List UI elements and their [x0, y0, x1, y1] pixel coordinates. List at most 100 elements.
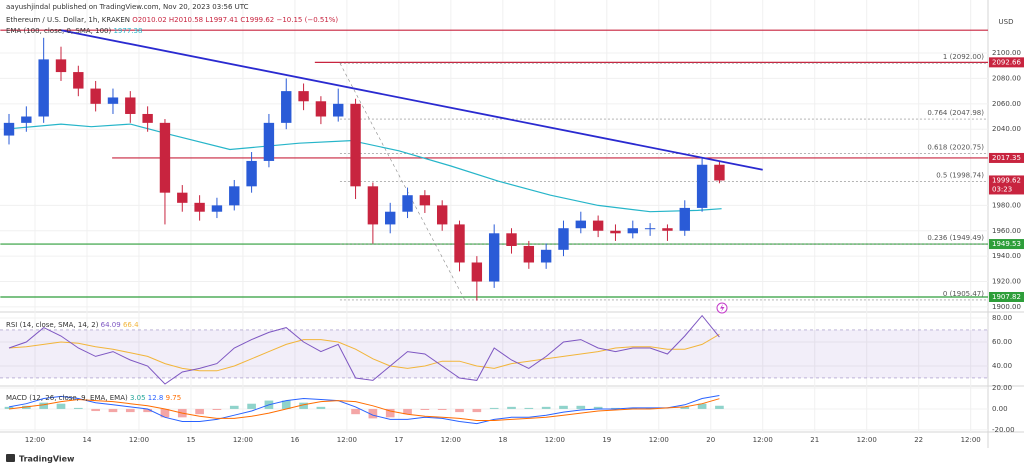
candle-body — [229, 186, 240, 206]
candle-body — [159, 122, 171, 193]
macd-histogram-bar — [108, 408, 118, 413]
y-tick-label: 80.00 — [992, 314, 1012, 322]
x-tick-label: 20 — [706, 436, 715, 444]
alert-bolt — [720, 304, 725, 312]
rsi-legend: RSI (14, close, SMA, 14, 2) 64.09 66.4 — [6, 321, 139, 329]
symbol: Ethereum / U.S. Dollar, 1h, KRAKEN — [6, 16, 130, 24]
macd-histogram-bar — [39, 402, 48, 409]
price-tag — [989, 239, 1024, 250]
candle-body — [246, 160, 257, 187]
candle-body — [281, 91, 292, 123]
macd-histogram-bar — [91, 408, 100, 412]
macd-hist-value: 3.05 — [130, 394, 146, 402]
y-tick-label: 1960.00 — [992, 227, 1021, 235]
candle-body — [125, 97, 136, 114]
candle-body — [436, 205, 448, 225]
macd-histogram-bar — [628, 407, 638, 409]
candle-body — [333, 103, 344, 117]
rsi-line — [8, 314, 720, 385]
macd-title: MACD (12, 26, close, 9, EMA, EMA) — [6, 394, 128, 402]
candle-body — [506, 233, 517, 246]
candle-body — [107, 97, 119, 104]
macd-histogram-bar — [437, 408, 447, 410]
candle-body — [558, 228, 569, 250]
macd-line — [8, 395, 720, 425]
x-tick-label: 12:00 — [233, 436, 253, 444]
candle-body — [263, 122, 275, 161]
candle-body — [644, 228, 656, 230]
labels: aayushjindal published on TradingView.co… — [6, 3, 1024, 464]
candle-body — [350, 103, 361, 187]
candle-body — [419, 195, 431, 206]
y-tick-label: 2060.00 — [992, 100, 1021, 108]
macd-histogram-bar — [420, 408, 430, 410]
candle-body — [73, 72, 84, 89]
y-tick-label: 0.00 — [992, 405, 1008, 413]
macd-histogram-bar — [195, 408, 204, 415]
y-tick-label: 40.00 — [992, 362, 1012, 370]
ohlc: O2010.02 H2010.58 L1997.41 C1999.62 −10.… — [132, 16, 338, 24]
macd-histogram-bar — [299, 402, 308, 409]
fib-label: 1 (2092.00) — [943, 53, 984, 61]
price-tag — [989, 291, 1024, 302]
publisher: aayushjindal published on TradingView.co… — [6, 3, 249, 11]
currency: USD — [999, 18, 1014, 26]
candle-body — [194, 202, 205, 212]
macd-line — [8, 398, 720, 421]
x-tick-label: 21 — [810, 436, 819, 444]
ema-line — [4, 123, 722, 213]
candle-body — [662, 228, 673, 231]
macd-histogram-bar — [368, 408, 378, 419]
macd-histogram-bar — [56, 403, 66, 409]
x-tick-label: 22 — [914, 436, 923, 444]
candle-body — [3, 122, 15, 136]
candle-body — [315, 101, 327, 117]
x-tick-label: 12:00 — [961, 436, 981, 444]
macd-legend: MACD (12, 26, close, 9, EMA, EMA) 3.05 1… — [6, 394, 181, 402]
x-tick-label: 16 — [290, 436, 299, 444]
candle-body — [679, 207, 690, 231]
x-tick-label: 19 — [602, 436, 611, 444]
candle-body — [402, 195, 413, 212]
macd-histogram-bar — [125, 408, 135, 413]
macd-value: 12.8 — [148, 394, 164, 402]
candle-body — [627, 228, 638, 234]
y-tick-label: 1920.00 — [992, 278, 1021, 286]
candle-body — [367, 186, 379, 225]
macd-histogram-bar — [541, 406, 551, 409]
macd-histogram-bar — [680, 406, 690, 409]
logo-icon — [6, 454, 15, 462]
macd-histogram-bar — [212, 408, 222, 410]
last-price-tag — [989, 175, 1024, 195]
candle-body — [471, 262, 483, 282]
x-tick-label: 12:00 — [753, 436, 773, 444]
price-tag-label: 1907.82 — [992, 293, 1021, 301]
rsi-title: RSI (14, close, SMA, 14, 2) — [6, 321, 99, 329]
macd-histogram-bar — [489, 407, 499, 409]
macd-histogram-bar — [507, 406, 516, 409]
macd-histogram-bar — [281, 400, 291, 409]
price-tag — [989, 57, 1024, 68]
ema-value: 1977.38 — [113, 27, 142, 35]
candle-body — [610, 230, 621, 234]
macd-histogram-bar — [403, 408, 412, 415]
rsi-ma-value: 66.4 — [123, 321, 139, 329]
candle-body — [21, 116, 32, 123]
trendline — [60, 29, 763, 171]
x-tick-label: 12:00 — [857, 436, 877, 444]
macd-histogram-bar — [385, 408, 395, 418]
price-tag-label: 2092.66 — [992, 58, 1021, 66]
macd-histogram-bar — [229, 405, 239, 409]
fib-label: 0.618 (2020.75) — [927, 144, 984, 152]
candle-body — [385, 211, 396, 225]
y-tick-label: 1940.00 — [992, 252, 1021, 260]
macd-histogram-bar — [247, 403, 256, 409]
candle-body — [714, 164, 725, 181]
macd-histogram-bar — [715, 405, 724, 409]
fib-label: 0.5 (1998.74) — [936, 172, 984, 180]
candle-body — [696, 164, 708, 208]
candle-body — [55, 59, 67, 73]
macd-histogram-bar — [316, 406, 326, 409]
x-tick-label: 12:00 — [25, 436, 45, 444]
macd-histogram-bar — [160, 408, 170, 418]
